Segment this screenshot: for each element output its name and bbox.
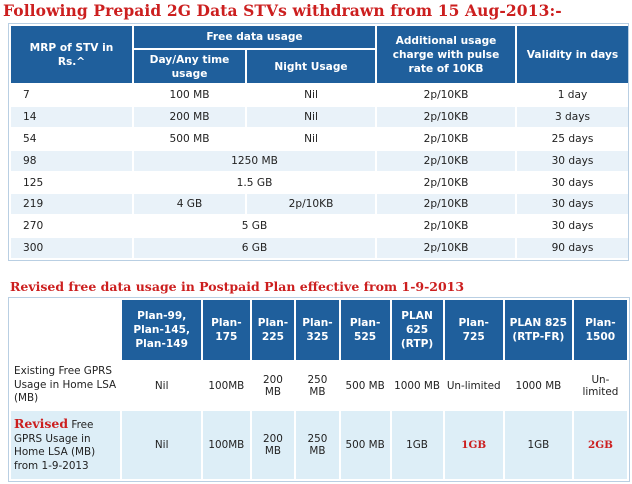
header-additional-charge: Additional usage charge with pulse rate … xyxy=(377,26,515,83)
revised-usage-cell: 2GB xyxy=(573,411,627,479)
header-free-data: Free data usage xyxy=(134,26,375,48)
night-usage-cell: 2p/10KB xyxy=(247,194,375,215)
validity-cell: 3 days xyxy=(517,106,628,127)
existing-usage-cell: Nil xyxy=(122,362,201,409)
night-usage-cell: Nil xyxy=(247,106,375,127)
postpaid-header-blank xyxy=(11,300,121,360)
validity-cell: 30 days xyxy=(517,150,628,171)
validity-cell: 30 days xyxy=(517,194,628,215)
header-validity: Validity in days xyxy=(517,26,628,83)
table-row: 54 500 MB Nil 2p/10KB 25 days xyxy=(11,128,628,149)
validity-cell: 90 days xyxy=(517,238,628,259)
postpaid-title: Revised free data usage in Postpaid Plan… xyxy=(10,279,465,294)
table-row: 98 1250 MB 2p/10KB 30 days xyxy=(11,150,628,171)
day-usage-cell: 100 MB xyxy=(134,85,245,105)
mrp-cell: 125 xyxy=(11,172,132,193)
plan-header: Plan-325 xyxy=(296,300,339,360)
mrp-cell: 7 xyxy=(11,85,132,105)
night-usage-cell: Nil xyxy=(247,85,375,105)
mrp-cell: 98 xyxy=(11,150,132,171)
table-row: 270 5 GB 2p/10KB 30 days xyxy=(11,216,628,237)
table-row: 219 4 GB 2p/10KB 2p/10KB 30 days xyxy=(11,194,628,215)
prepaid-title: Following Prepaid 2G Data STVs withdrawn… xyxy=(3,1,562,20)
mrp-cell: 54 xyxy=(11,128,132,149)
plan-header: PLAN 825 (RTP-FR) xyxy=(504,300,572,360)
validity-cell: 25 days xyxy=(517,128,628,149)
plan-header: Plan-1500 xyxy=(573,300,627,360)
header-day-usage: Day/Any time usage xyxy=(134,50,245,83)
charge-cell: 2p/10KB xyxy=(377,238,515,259)
charge-cell: 2p/10KB xyxy=(377,150,515,171)
postpaid-table: Plan-99, Plan-145, Plan-149 Plan-175 Plan-… xyxy=(9,298,629,481)
plan-header: Plan-99, Plan-145, Plan-149 xyxy=(122,300,201,360)
plan-header: Plan-525 xyxy=(340,300,390,360)
free-data-cell: 5 GB xyxy=(134,216,375,237)
existing-usage-cell: 250 MB xyxy=(296,362,339,409)
postpaid-table-container: Plan-99, Plan-145, Plan-149 Plan-175 Plan-… xyxy=(8,297,630,482)
free-data-cell: 1.5 GB xyxy=(134,172,375,193)
mrp-cell: 300 xyxy=(11,238,132,259)
revised-usage-cell: 1GB xyxy=(444,411,503,479)
revised-usage-cell: 1GB xyxy=(391,411,443,479)
charge-cell: 2p/10KB xyxy=(377,194,515,215)
existing-usage-cell: 100MB xyxy=(202,362,250,409)
revised-usage-cell: 250 MB xyxy=(296,411,339,479)
day-usage-cell: 200 MB xyxy=(134,106,245,127)
day-usage-cell: 500 MB xyxy=(134,128,245,149)
charge-cell: 2p/10KB xyxy=(377,172,515,193)
free-data-cell: 1250 MB xyxy=(134,150,375,171)
charge-cell: 2p/10KB xyxy=(377,216,515,237)
header-mrp: MRP of STV in Rs.^ xyxy=(11,26,132,83)
revised-label-rest: Free GPRS Usage in Home LSA (MB) from 1-… xyxy=(14,419,96,472)
mrp-cell: 14 xyxy=(11,106,132,127)
table-row: 14 200 MB Nil 2p/10KB 3 days xyxy=(11,106,628,127)
existing-usage-cell: 500 MB xyxy=(340,362,390,409)
mrp-cell: 219 xyxy=(11,194,132,215)
existing-usage-cell: 1000 MB xyxy=(504,362,572,409)
night-usage-cell: Nil xyxy=(247,128,375,149)
revised-usage-cell: 500 MB xyxy=(340,411,390,479)
revised-usage-cell: 200 MB xyxy=(251,411,295,479)
existing-label: Existing Free GPRS Usage in Home LSA (MB… xyxy=(11,362,121,409)
free-data-cell: 6 GB xyxy=(134,238,375,259)
plan-header: Plan-725 xyxy=(444,300,503,360)
charge-cell: 2p/10KB xyxy=(377,85,515,105)
charge-cell: 2p/10KB xyxy=(377,128,515,149)
plan-header: Plan-225 xyxy=(251,300,295,360)
validity-cell: 30 days xyxy=(517,172,628,193)
day-usage-cell: 4 GB xyxy=(134,194,245,215)
validity-cell: 30 days xyxy=(517,216,628,237)
mrp-cell: 270 xyxy=(11,216,132,237)
validity-cell: 1 day xyxy=(517,85,628,105)
plan-header: Plan-175 xyxy=(202,300,250,360)
header-night-usage: Night Usage xyxy=(247,50,375,83)
existing-usage-cell: Un-limited xyxy=(444,362,503,409)
revised-label: Revised Free GPRS Usage in Home LSA (MB)… xyxy=(11,411,121,479)
revised-word: Revised xyxy=(14,416,69,431)
prepaid-table: MRP of STV in Rs.^ Free data usage Addit… xyxy=(9,24,630,260)
prepaid-table-container: MRP of STV in Rs.^ Free data usage Addit… xyxy=(8,23,630,262)
table-row: 7 100 MB Nil 2p/10KB 1 day xyxy=(11,85,628,105)
plan-header: PLAN 625 (RTP) xyxy=(391,300,443,360)
table-row: 300 6 GB 2p/10KB 90 days xyxy=(11,238,628,259)
revised-usage-cell: 100MB xyxy=(202,411,250,479)
existing-usage-cell: 1000 MB xyxy=(391,362,443,409)
table-row: 125 1.5 GB 2p/10KB 30 days xyxy=(11,172,628,193)
revised-usage-cell: Nil xyxy=(122,411,201,479)
existing-usage-cell: 200 MB xyxy=(251,362,295,409)
existing-usage-cell: Un-limited xyxy=(573,362,627,409)
charge-cell: 2p/10KB xyxy=(377,106,515,127)
revised-usage-cell: 1GB xyxy=(504,411,572,479)
